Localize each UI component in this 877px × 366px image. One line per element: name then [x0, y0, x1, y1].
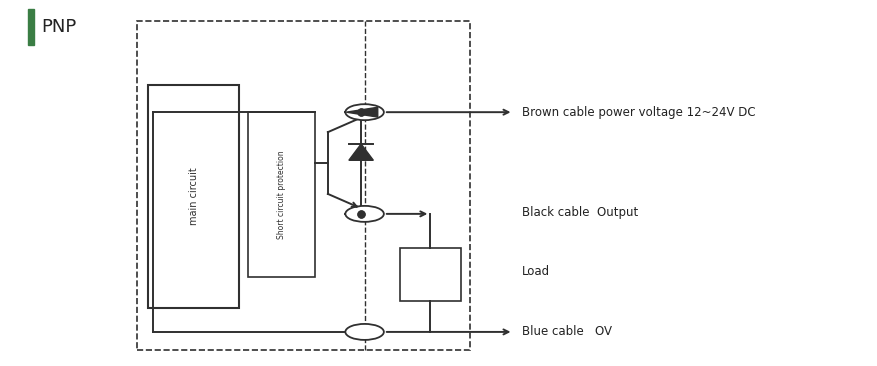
- Text: Short circuit protection: Short circuit protection: [276, 150, 286, 239]
- Circle shape: [345, 324, 383, 340]
- Polygon shape: [346, 107, 377, 117]
- Circle shape: [345, 206, 383, 222]
- Text: main circuit: main circuit: [189, 168, 199, 225]
- Text: PNP: PNP: [40, 18, 76, 36]
- Text: Brown cable power voltage 12~24V DC: Brown cable power voltage 12~24V DC: [522, 106, 755, 119]
- Polygon shape: [348, 144, 373, 160]
- Circle shape: [345, 104, 383, 120]
- Bar: [27, 9, 33, 45]
- Text: Load: Load: [522, 265, 550, 279]
- Text: Blue cable   OV: Blue cable OV: [522, 325, 611, 339]
- Text: Black cable  Output: Black cable Output: [522, 206, 638, 219]
